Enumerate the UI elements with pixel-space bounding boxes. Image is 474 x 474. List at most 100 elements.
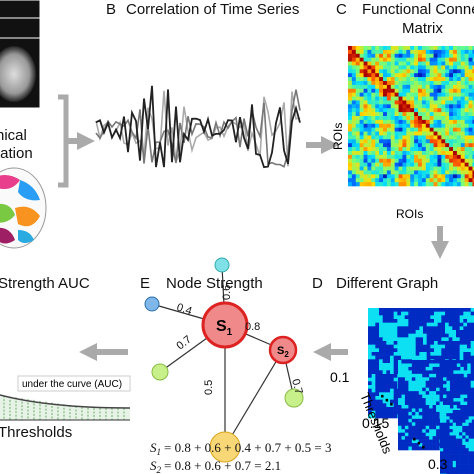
matrix-cell	[453, 46, 458, 51]
matrix-cell	[445, 147, 450, 152]
matrix-cell	[401, 422, 406, 427]
matrix-cell	[430, 337, 435, 342]
matrix-cell	[472, 178, 474, 183]
matrix-cell	[423, 355, 427, 360]
matrix-cell	[390, 370, 394, 375]
matrix-cell	[401, 319, 405, 323]
matrix-cell	[418, 69, 423, 74]
matrix-cell	[437, 308, 442, 312]
matrix-cell	[429, 151, 434, 156]
matrix-cell	[379, 322, 383, 327]
matrix-cell	[383, 131, 388, 136]
matrix-cell	[437, 131, 442, 136]
matrix-cell	[401, 322, 405, 327]
matrix-cell	[371, 143, 376, 148]
matrix-cell	[411, 446, 416, 451]
matrix-cell	[390, 366, 394, 371]
matrix-cell	[368, 407, 372, 411]
matrix-cell	[404, 425, 409, 430]
matrix-cell	[429, 373, 433, 378]
matrix-cell	[415, 337, 420, 342]
matrix-cell	[468, 432, 473, 436]
matrix-cell	[418, 178, 423, 183]
matrix-cell	[402, 182, 407, 187]
matrix-cell	[359, 116, 364, 121]
matrix-cell	[375, 46, 380, 51]
edge-weight: 0.8	[245, 321, 260, 333]
matrix-cell	[414, 170, 419, 175]
matrix-cell	[423, 348, 427, 353]
matrix-cell	[402, 77, 407, 82]
matrix-cell	[382, 337, 387, 342]
matrix-cell	[390, 112, 395, 117]
matrix-cell	[429, 401, 433, 406]
matrix-cell	[393, 385, 398, 389]
matrix-cell	[408, 352, 413, 356]
matrix-cell	[430, 308, 435, 312]
matrix-cell	[453, 123, 458, 128]
matrix-cell	[418, 61, 423, 66]
matrix-cell	[382, 396, 387, 400]
matrix-cell	[437, 154, 442, 160]
matrix-cell	[368, 344, 372, 349]
matrix-cell	[456, 119, 462, 125]
matrix-cell	[425, 370, 430, 375]
matrix-cell	[452, 460, 457, 465]
matrix-cell	[348, 77, 353, 82]
matrix-cell	[371, 154, 376, 160]
matrix-cell	[371, 96, 376, 101]
matrix-cell	[408, 363, 413, 368]
matrix-cell	[394, 61, 399, 66]
matrix-cell	[449, 127, 454, 132]
matrix-cell	[468, 166, 473, 171]
matrix-cell	[355, 84, 360, 90]
matrix-cell	[422, 391, 426, 395]
matrix-cell	[355, 135, 360, 140]
matrix-cell	[348, 182, 353, 187]
matrix-cell	[348, 108, 353, 113]
matrix-cell	[421, 166, 427, 171]
matrix-cell	[453, 49, 458, 55]
matrix-cell	[468, 451, 473, 455]
matrix-cell	[404, 308, 409, 312]
matrix-cell	[415, 418, 420, 423]
matrix-cell	[383, 73, 388, 78]
matrix-cell	[453, 360, 458, 364]
matrix-cell	[386, 407, 391, 411]
matrix-cell	[375, 355, 380, 360]
matrix-cell	[470, 308, 474, 312]
matrix-cell	[398, 422, 402, 427]
matrix-cell	[429, 425, 433, 430]
matrix-cell	[460, 131, 465, 136]
matrix-cell	[414, 81, 419, 86]
matrix-cell	[406, 81, 411, 86]
matrix-cell	[410, 104, 415, 109]
matrix-cell	[468, 178, 473, 183]
matrix-cell	[445, 116, 450, 121]
matrix-cell	[472, 139, 474, 144]
matrix-cell	[465, 457, 469, 462]
matrix-cell	[456, 143, 462, 148]
matrix-cell	[443, 467, 447, 471]
matrix-cell	[437, 162, 442, 167]
matrix-cell	[383, 174, 388, 179]
matrix-cell	[467, 337, 471, 342]
matrix-cell	[425, 366, 430, 371]
matrix-cell	[419, 315, 424, 320]
matrix-cell	[415, 405, 420, 409]
matrix-cell	[386, 119, 392, 125]
matrix-cell	[375, 154, 380, 160]
matrix-cell	[390, 333, 394, 338]
matrix-cell	[468, 135, 473, 140]
matrix-cell	[414, 57, 419, 62]
matrix-cell	[379, 315, 383, 320]
matrix-cell	[371, 170, 376, 175]
matrix-cell	[472, 61, 474, 66]
matrix-cell	[468, 410, 473, 414]
matrix-cell	[455, 457, 460, 462]
matrix-cell	[371, 311, 376, 316]
matrix-cell	[449, 410, 454, 414]
equation: S2 = 0.8 + 0.6 + 0.7 = 2.1	[150, 458, 281, 474]
matrix-cell	[394, 65, 399, 70]
matrix-cell	[418, 436, 423, 440]
